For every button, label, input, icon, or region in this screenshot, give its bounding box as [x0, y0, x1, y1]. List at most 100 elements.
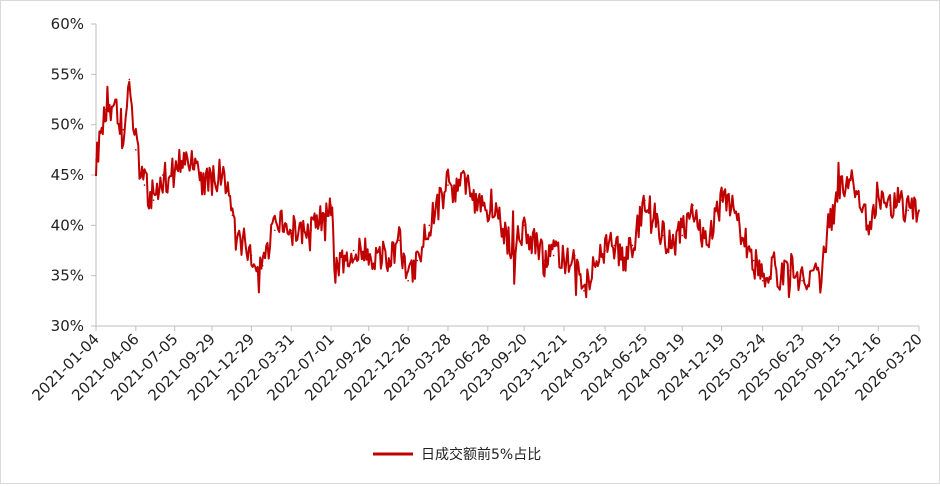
data-point — [250, 254, 253, 257]
data-point — [274, 229, 276, 232]
data-point — [583, 289, 585, 292]
data-point — [670, 239, 673, 242]
data-point — [837, 194, 840, 196]
data-point — [283, 224, 285, 227]
data-point — [752, 259, 755, 262]
data-point — [907, 209, 909, 212]
data-point — [622, 259, 625, 262]
data-point — [487, 214, 489, 217]
data-point — [407, 279, 409, 282]
data-point — [135, 149, 137, 151]
data-point — [380, 254, 382, 257]
data-point — [113, 103, 115, 106]
data-point — [290, 229, 293, 232]
data-point — [95, 159, 97, 161]
data-point — [398, 239, 400, 242]
data-point — [192, 159, 194, 161]
data-point — [389, 259, 391, 262]
data-point — [161, 174, 164, 176]
data-point — [173, 169, 176, 171]
series-layer — [95, 78, 920, 299]
data-point — [898, 199, 900, 201]
data-point — [104, 108, 106, 111]
y-tick-label: 50% — [51, 116, 84, 134]
data-point — [771, 264, 773, 267]
data-point — [128, 78, 131, 81]
data-point — [543, 259, 546, 262]
data-point — [720, 199, 723, 201]
data-point — [437, 199, 440, 201]
data-point — [801, 279, 803, 282]
data-point — [504, 234, 506, 237]
data-point — [604, 249, 606, 252]
data-point — [701, 234, 703, 237]
data-point — [464, 179, 467, 181]
data-point — [761, 279, 764, 282]
data-point — [122, 128, 125, 131]
y-tick-label: 60% — [51, 15, 84, 33]
data-point — [495, 209, 497, 212]
data-point — [631, 244, 634, 247]
legend: 日成交额前5%占比 — [373, 446, 541, 463]
y-tick-label: 35% — [51, 267, 84, 285]
data-point — [513, 249, 516, 252]
data-point — [334, 269, 337, 272]
data-point — [455, 189, 458, 191]
legend-label: 日成交额前5%占比 — [421, 446, 541, 463]
y-tick-label: 55% — [51, 65, 84, 83]
data-point — [574, 254, 576, 257]
data-point — [240, 239, 243, 242]
data-point — [789, 269, 791, 272]
data-point — [222, 169, 225, 171]
y-tick-label: 30% — [51, 317, 84, 335]
data-point — [644, 199, 646, 201]
data-point — [152, 199, 155, 201]
data-point — [367, 254, 370, 257]
data-point — [352, 249, 355, 252]
data-point — [731, 204, 734, 206]
data-point — [743, 239, 746, 242]
data-point — [849, 179, 852, 181]
data-point — [183, 154, 185, 156]
data-point — [416, 259, 419, 262]
data-point — [301, 234, 303, 237]
data-point — [552, 254, 555, 257]
data-point — [343, 254, 346, 257]
x-axis: 2021-01-042021-04-062021-07-052021-09-29… — [28, 325, 926, 404]
series-line — [95, 80, 920, 299]
data-point — [534, 244, 537, 247]
data-point — [211, 179, 213, 181]
y-axis: 30% 35% 40% 45% 50% 55% 60% — [51, 15, 97, 335]
data-point — [652, 214, 655, 217]
data-point — [330, 204, 332, 206]
data-point — [428, 224, 431, 227]
data-point — [592, 264, 594, 267]
data-point — [613, 244, 616, 247]
data-point — [828, 219, 831, 222]
data-point — [167, 179, 170, 181]
data-point — [858, 204, 861, 206]
data-point — [201, 184, 203, 186]
data-point — [319, 219, 322, 222]
data-point — [310, 229, 312, 232]
data-point — [692, 204, 694, 206]
y-tick-label: 40% — [51, 216, 84, 234]
data-point — [710, 229, 712, 232]
data-point — [819, 284, 822, 287]
data-point — [681, 234, 683, 237]
data-point — [261, 264, 264, 267]
data-point — [474, 204, 476, 206]
data-point — [780, 274, 782, 277]
data-point — [563, 259, 565, 262]
data-point — [447, 184, 449, 186]
data-point — [810, 269, 813, 272]
data-point — [661, 234, 664, 237]
data-point — [231, 214, 234, 217]
data-point — [867, 224, 870, 227]
data-point — [143, 184, 146, 186]
y-tick-label: 45% — [51, 166, 84, 184]
data-point — [877, 189, 880, 191]
data-point — [523, 224, 525, 227]
